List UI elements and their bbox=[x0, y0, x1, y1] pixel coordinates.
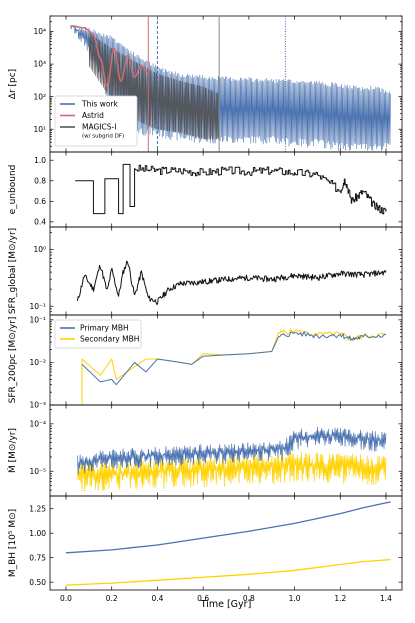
y-tick-label: 1.0 bbox=[34, 156, 46, 165]
x-tick-label: 1.0 bbox=[289, 594, 301, 603]
legend-label: This work bbox=[81, 100, 119, 109]
y-tick-label: 0.50 bbox=[29, 578, 46, 587]
primary-sfr-line bbox=[81, 330, 387, 386]
panel-6: 0.0 0.2 0.4 0.6 0.8 1.0 1.2 1.4 0.50 0.75 1.00 1.25… bbox=[8, 495, 403, 610]
y-tick-label: 10⁰ bbox=[33, 245, 46, 254]
astrid-line bbox=[70, 25, 149, 88]
x-tick-label: 0.4 bbox=[151, 594, 163, 603]
sfr-global-line bbox=[76, 260, 387, 305]
panel-4: 10⁻³ 10⁻² 10⁻¹ SFR_200pc [M⊙/yr] Primary MBH… bbox=[8, 314, 403, 410]
y-tick-label: 10⁻² bbox=[29, 358, 46, 367]
legend-label: Secondary MBH bbox=[80, 335, 139, 344]
x-axis-label: Time [Gyr] bbox=[200, 599, 252, 610]
y-axis-label: e_unbound bbox=[8, 165, 18, 215]
panel-1: 10¹ 10² 10³ 10⁴ Δr [pc] This work Astrid MAGICS… bbox=[8, 15, 403, 153]
y-axis-label: SFR_200pc [M⊙/yr] bbox=[8, 317, 18, 404]
x-tick-label: 0.8 bbox=[243, 594, 255, 603]
panel-2: 0.4 0.6 0.8 1.0 e_unbound bbox=[8, 151, 403, 228]
x-tick-label: 0.2 bbox=[106, 594, 118, 603]
secondary-accretion-line bbox=[77, 451, 387, 492]
panel-frame bbox=[49, 495, 403, 591]
y-tick-label: 10⁻⁵ bbox=[29, 467, 46, 476]
y-tick-label: 1.00 bbox=[29, 529, 46, 538]
y-tick-label: 10¹ bbox=[33, 125, 46, 134]
panel-5: 10⁻⁵ 10⁻⁴ Ṁ [M⊙/yr] bbox=[7, 404, 403, 497]
eccentricity-line bbox=[75, 163, 387, 215]
y-tick-label: 10³ bbox=[33, 60, 46, 69]
y-tick-label: 0.8 bbox=[34, 176, 46, 185]
y-axis-label: M_BH [10⁵ M⊙] bbox=[8, 509, 18, 577]
y-axis-label: Δr [pc] bbox=[8, 69, 18, 99]
x-tick-label: 1.4 bbox=[380, 594, 392, 603]
y-tick-label: 1.25 bbox=[29, 504, 46, 513]
y-tick-label: 10⁻¹ bbox=[29, 302, 46, 311]
legend: This work Astrid MAGICS-I (w/ subgrid DF) bbox=[54, 95, 138, 147]
primary-accretion-line bbox=[77, 427, 387, 475]
legend-box bbox=[54, 95, 138, 147]
x-tick-label: 0.6 bbox=[197, 594, 209, 603]
primary-mass-line bbox=[65, 501, 391, 554]
panel-3: 10⁻¹ 10⁰ SFR_global [M⊙/yr] bbox=[8, 226, 403, 316]
y-tick-label: 10⁴ bbox=[33, 27, 46, 36]
legend-box bbox=[54, 319, 142, 349]
y-tick-label: 10² bbox=[33, 92, 46, 101]
y-tick-label: 10⁻³ bbox=[29, 401, 46, 410]
secondary-sfr-line bbox=[81, 328, 387, 405]
panel-frame bbox=[49, 151, 403, 228]
x-tick-label: 1.2 bbox=[334, 594, 346, 603]
y-tick-label: 10⁻⁴ bbox=[29, 419, 46, 428]
secondary-mass-line bbox=[65, 559, 391, 586]
legend: Primary MBH Secondary MBH bbox=[54, 319, 142, 349]
y-axis-label: Ṁ [M⊙/yr] bbox=[7, 428, 18, 473]
legend-label: Astrid bbox=[82, 111, 104, 120]
y-tick-label: 0.4 bbox=[34, 217, 46, 226]
legend-label: MAGICS-I bbox=[82, 123, 116, 132]
legend-label: Primary MBH bbox=[80, 324, 129, 333]
legend-note: (w/ subgrid DF) bbox=[82, 134, 124, 140]
y-tick-label: 0.6 bbox=[34, 197, 46, 206]
x-tick-label: 0.0 bbox=[60, 594, 72, 603]
y-tick-label: 10⁻¹ bbox=[29, 315, 46, 324]
y-tick-label: 0.75 bbox=[29, 553, 46, 562]
y-axis-label: SFR_global [M⊙/yr] bbox=[8, 228, 18, 314]
